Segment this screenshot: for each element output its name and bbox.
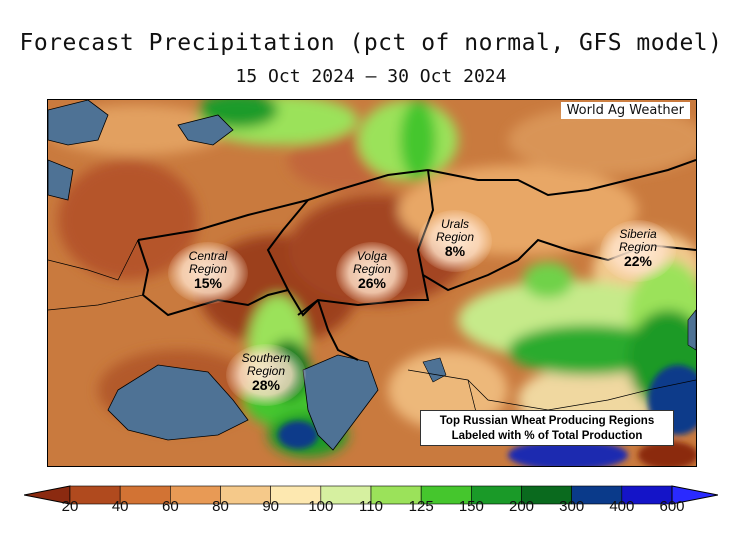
- colorbar-tick-label: 20: [61, 498, 79, 515]
- region-pct: 28%: [251, 377, 281, 393]
- wheat-regions-note: Top Russian Wheat Producing Regions Labe…: [420, 410, 674, 446]
- colorbar-tick-label: 200: [508, 498, 535, 515]
- region-name: Urals: [440, 217, 469, 231]
- colorbar: [24, 485, 718, 505]
- region-name: Volga: [356, 249, 388, 263]
- region-name: Southern: [241, 351, 291, 365]
- region-glow: [226, 344, 306, 406]
- region-name: Region: [188, 262, 228, 276]
- colorbar-tick-label: 90: [262, 498, 279, 515]
- region-label-central: Central Region 15%: [168, 249, 248, 291]
- region-name: Region: [435, 230, 475, 244]
- precipitation-map: World Ag Weather Central Region 15% Volg…: [47, 99, 697, 467]
- colorbar-tick-label: 300: [559, 498, 585, 515]
- region-glow: [600, 220, 676, 282]
- credit-label: World Ag Weather: [560, 102, 690, 119]
- colorbar-tick-label: 60: [161, 498, 179, 515]
- region-glow: [418, 210, 492, 272]
- region-pct: 8%: [444, 243, 466, 259]
- region-glow: [336, 242, 408, 304]
- colorbar-tick-label: 100: [308, 498, 334, 515]
- region-name: Region: [618, 240, 658, 254]
- region-name: Central: [188, 249, 228, 263]
- region-glow: [168, 242, 248, 304]
- region-name: Siberia: [619, 227, 657, 241]
- colorbar-max-arrow: [671, 485, 718, 505]
- colorbar-tick-label: 150: [458, 498, 484, 515]
- colorbar-tick-label: 40: [111, 498, 129, 515]
- region-pct: 22%: [623, 253, 653, 269]
- region-label-urals: Urals Region 8%: [418, 217, 492, 259]
- colorbar-tick-label: 600: [659, 498, 685, 515]
- note-line: Top Russian Wheat Producing Regions: [439, 415, 655, 427]
- chart-title: Forecast Precipitation (pct of normal, G…: [19, 30, 723, 56]
- colorbar-tick-label: 400: [609, 498, 635, 515]
- colorbar-tick-label: 110: [359, 498, 383, 515]
- region-name: Region: [352, 262, 392, 276]
- region-label-siberia: Siberia Region 22%: [600, 227, 676, 269]
- date-range: 15 Oct 2024 – 30 Oct 2024: [235, 66, 507, 87]
- region-label-southern: Southern Region 28%: [226, 351, 306, 393]
- note-line: Labeled with % of Total Production: [451, 430, 643, 442]
- region-name: Region: [246, 364, 286, 378]
- region-label-volga: Volga Region 26%: [336, 249, 408, 291]
- colorbar-tick-label: 125: [408, 498, 434, 515]
- region-pct: 15%: [193, 275, 223, 291]
- colorbar-tick-label: 80: [212, 498, 229, 515]
- region-pct: 26%: [357, 275, 387, 291]
- map-field: [48, 100, 696, 466]
